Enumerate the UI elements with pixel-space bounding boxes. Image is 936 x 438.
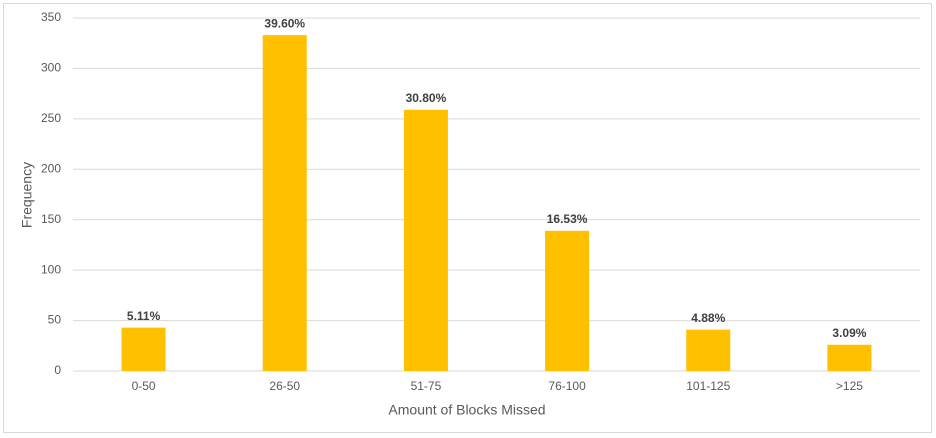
- y-tick-label: 0: [54, 363, 61, 377]
- data-label: 5.11%: [127, 309, 161, 323]
- data-label: 4.88%: [691, 311, 725, 325]
- bar: [121, 327, 166, 371]
- bar: [686, 329, 731, 371]
- x-tick-label: >125: [836, 379, 863, 393]
- data-label: 39.60%: [264, 16, 305, 30]
- data-label: 16.53%: [547, 212, 588, 226]
- bar: [545, 230, 590, 371]
- x-tick-label: 26-50: [269, 379, 300, 393]
- x-tick-label: 101-125: [686, 379, 730, 393]
- y-tick-label: 150: [41, 212, 61, 226]
- y-tick-label: 100: [41, 262, 61, 276]
- y-tick-label: 350: [41, 10, 61, 24]
- y-tick-label: 300: [41, 61, 61, 75]
- y-tick-label: 250: [41, 111, 61, 125]
- y-tick-label: 200: [41, 161, 61, 175]
- x-tick-label: 0-50: [132, 379, 156, 393]
- x-tick-label: 76-100: [548, 379, 586, 393]
- data-label: 30.80%: [406, 91, 447, 105]
- y-tick-label: 50: [48, 313, 62, 327]
- bar: [827, 344, 872, 371]
- x-tick-label: 51-75: [411, 379, 442, 393]
- bar: [262, 35, 307, 371]
- x-axis-title: Amount of Blocks Missed: [388, 402, 545, 418]
- data-label: 3.09%: [832, 326, 866, 340]
- bar: [403, 109, 448, 371]
- y-axis-title: Frequency: [19, 162, 35, 228]
